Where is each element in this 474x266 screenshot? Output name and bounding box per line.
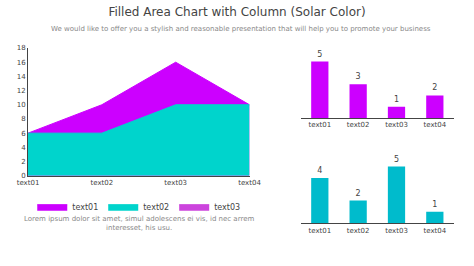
svg-text:text03: text03 xyxy=(385,121,408,129)
svg-text:text01: text01 xyxy=(17,179,40,187)
svg-text:8: 8 xyxy=(21,115,25,123)
svg-text:6: 6 xyxy=(21,130,26,138)
svg-text:text02: text02 xyxy=(90,179,113,187)
svg-text:4: 4 xyxy=(317,166,322,175)
svg-text:text01: text01 xyxy=(308,121,331,129)
svg-text:text04: text04 xyxy=(423,121,446,129)
svg-text:1: 1 xyxy=(394,95,399,104)
svg-text:text04: text04 xyxy=(423,227,446,235)
svg-text:5: 5 xyxy=(394,155,399,164)
svg-text:10: 10 xyxy=(17,101,26,109)
svg-text:text01: text01 xyxy=(308,227,331,235)
svg-text:2: 2 xyxy=(21,158,25,166)
svg-text:12: 12 xyxy=(17,87,26,95)
svg-text:text03: text03 xyxy=(214,203,240,212)
svg-text:14: 14 xyxy=(17,73,26,81)
svg-text:We would like to offer you a s: We would like to offer you a stylish and… xyxy=(51,25,431,33)
svg-text:Lorem ipsum dolor sit amet, si: Lorem ipsum dolor sit amet, simul adoles… xyxy=(24,215,254,232)
svg-text:1: 1 xyxy=(432,200,437,209)
svg-text:3: 3 xyxy=(356,72,361,81)
svg-text:text03: text03 xyxy=(164,179,187,187)
svg-text:4: 4 xyxy=(21,144,26,152)
svg-text:2: 2 xyxy=(432,83,437,92)
svg-text:16: 16 xyxy=(17,59,26,67)
svg-text:text02: text02 xyxy=(347,227,370,235)
svg-text:5: 5 xyxy=(317,50,322,59)
svg-text:text04: text04 xyxy=(238,179,261,187)
svg-text:text01: text01 xyxy=(72,203,98,212)
svg-text:Filled Area Chart with Column: Filled Area Chart with Column (Solar Col… xyxy=(108,5,365,19)
svg-text:text02: text02 xyxy=(347,121,370,129)
svg-text:text03: text03 xyxy=(385,227,408,235)
svg-text:text02: text02 xyxy=(143,203,169,212)
svg-text:0: 0 xyxy=(21,172,25,180)
svg-text:18: 18 xyxy=(17,44,26,52)
svg-text:2: 2 xyxy=(356,189,361,198)
